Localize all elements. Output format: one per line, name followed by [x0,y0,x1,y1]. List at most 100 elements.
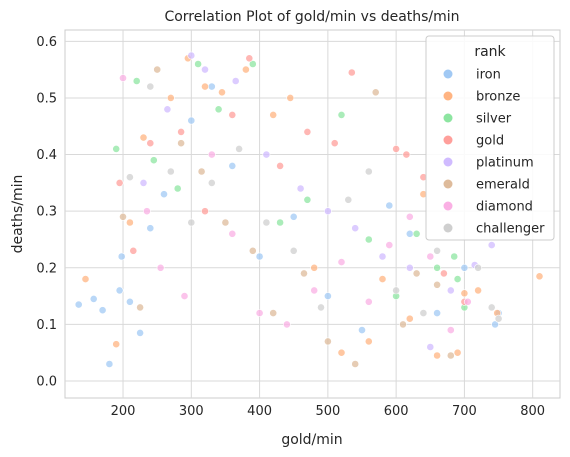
data-point-challenger [289,246,298,255]
data-point-bronze [286,94,295,102]
data-point-bronze [269,111,278,119]
data-point-bronze [201,82,209,91]
data-point-bronze [125,218,134,227]
data-point-gold [177,127,185,136]
data-point-diamond [119,74,127,82]
data-point-silver [412,229,421,238]
data-point-iron [74,300,83,309]
data-point-challenger [494,314,503,323]
data-point-challenger [317,303,325,312]
data-point-diamond [255,309,264,317]
legend-label: diamond [476,200,533,215]
data-point-silver [149,156,158,165]
data-point-silver [303,195,312,204]
data-point-gold [129,246,138,255]
data-point-challenger [344,195,353,204]
data-point-challenger [187,218,196,227]
data-point-gold [146,139,155,148]
legend-label: platinum [476,156,534,171]
data-point-bronze [218,88,226,97]
data-point-gold [115,178,124,187]
legend-item-gold: gold [443,134,504,149]
legend-marker [443,223,453,233]
legend-label: challenger [476,222,545,237]
data-point-iron [207,82,216,91]
legend-label: emerald [476,178,530,193]
legend-item-silver: silver [443,112,512,127]
data-point-bronze [433,351,441,360]
y-axis-label: deaths/min [10,175,26,254]
data-point-iron [115,286,124,295]
data-point-emerald [221,218,230,227]
chart-title: Correlation Plot of gold/min vs deaths/m… [164,9,459,25]
data-point-platinum [426,343,435,351]
data-point-gold [402,150,411,159]
data-point-iron [187,116,196,125]
data-point-platinum [405,263,414,272]
data-point-emerald [351,360,360,368]
data-point-challenger [207,178,216,187]
data-point-silver [450,252,459,261]
x-tick-label: 200 [111,404,136,419]
data-point-silver [132,77,141,85]
data-point-bronze [310,263,319,272]
data-point-silver [214,105,223,114]
legend-item-diamond: diamond [443,200,533,215]
data-point-challenger [364,167,373,176]
legend-label: gold [476,134,504,149]
x-tick-label: 300 [179,404,204,419]
legend-label: bronze [476,90,520,105]
legend-label: silver [476,112,512,127]
data-point-diamond [156,263,165,272]
data-point-diamond [364,297,373,306]
data-point-diamond [207,150,216,159]
data-point-challenger [125,173,134,182]
data-point-platinum [231,77,240,85]
data-point-bronze [535,272,544,281]
data-point-emerald [446,351,455,360]
data-point-bronze [378,275,387,283]
legend-item-bronze: bronze [443,90,520,105]
data-point-iron [255,252,264,261]
legend-item-platinum: platinum [443,156,534,171]
data-point-iron [460,263,469,272]
data-point-emerald [269,309,278,317]
legend-marker [443,113,453,123]
data-point-bronze [474,286,482,295]
data-point-platinum [351,224,360,233]
legend: rank iron bronze silver gold platinum emerald… [425,35,555,241]
data-point-emerald [323,337,332,346]
data-point-platinum [446,286,455,295]
data-point-platinum [323,207,332,216]
legend-marker [443,91,453,101]
data-point-iron [228,161,237,170]
data-point-diamond [385,241,394,249]
y-tick-label: 0.5 [36,91,57,106]
data-point-gold [201,207,209,216]
data-point-diamond [180,292,189,300]
data-point-diamond [142,207,151,216]
data-point-iron [136,328,144,337]
data-point-platinum [163,105,172,114]
x-tick-label: 500 [315,404,340,419]
legend-box [425,35,555,241]
data-point-iron [385,201,394,210]
legend-item-emerald: emerald [443,178,530,193]
legend-marker [443,179,453,189]
y-tick-label: 0.1 [36,318,57,333]
data-point-gold [228,111,237,119]
data-point-iron [117,252,126,261]
data-point-challenger [392,286,400,295]
y-tick-label: 0.4 [36,148,57,163]
x-tick-label: 600 [384,404,409,419]
data-point-challenger [235,144,243,153]
data-point-bronze [81,275,90,283]
data-point-emerald [371,88,380,97]
data-point-platinum [139,178,148,187]
data-point-diamond [310,286,319,295]
data-point-platinum [296,184,305,193]
data-point-diamond [426,252,435,261]
legend-label: iron [476,68,501,83]
data-point-challenger [433,246,441,255]
data-point-iron [405,229,414,238]
